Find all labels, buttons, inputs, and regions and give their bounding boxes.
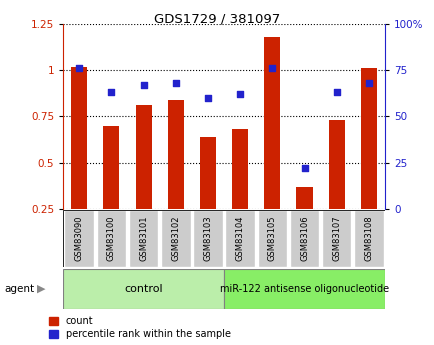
Bar <box>168 100 184 209</box>
Bar <box>193 210 222 267</box>
Text: GSM83108: GSM83108 <box>364 215 372 260</box>
Bar <box>321 210 351 267</box>
Text: agent: agent <box>4 284 34 294</box>
Point <box>204 95 211 101</box>
Bar <box>71 67 87 209</box>
Point <box>268 66 275 71</box>
Point <box>172 80 179 86</box>
Point <box>365 80 372 86</box>
Legend: count, percentile rank within the sample: count, percentile rank within the sample <box>48 315 231 340</box>
Bar <box>103 126 119 209</box>
Text: GSM83107: GSM83107 <box>332 215 340 260</box>
Bar <box>225 210 254 267</box>
Bar <box>64 210 94 267</box>
Text: GSM83104: GSM83104 <box>235 215 244 260</box>
Text: GSM83102: GSM83102 <box>171 215 180 260</box>
Bar <box>96 210 126 267</box>
Text: miR-122 antisense oligonucleotide: miR-122 antisense oligonucleotide <box>220 284 388 294</box>
Bar <box>360 68 376 209</box>
Text: GSM83090: GSM83090 <box>75 215 83 260</box>
Text: GSM83101: GSM83101 <box>139 215 148 260</box>
Text: GSM83106: GSM83106 <box>299 215 308 260</box>
Bar <box>128 210 158 267</box>
Text: GSM83105: GSM83105 <box>267 215 276 260</box>
Bar <box>289 210 319 267</box>
Text: GSM83100: GSM83100 <box>107 215 115 260</box>
Bar <box>135 105 151 209</box>
Point <box>300 165 307 171</box>
Bar <box>224 269 384 309</box>
Bar <box>296 187 312 209</box>
Bar <box>257 210 286 267</box>
Bar <box>232 129 248 209</box>
Text: control: control <box>124 284 162 294</box>
Bar <box>200 137 216 209</box>
Bar <box>264 37 280 209</box>
Bar <box>328 120 344 209</box>
Point <box>108 90 115 95</box>
Bar <box>161 210 190 267</box>
Point <box>140 82 147 88</box>
Text: GDS1729 / 381097: GDS1729 / 381097 <box>154 12 280 25</box>
Point <box>332 90 339 95</box>
Text: ▶: ▶ <box>37 284 46 294</box>
Point <box>76 66 82 71</box>
Bar <box>353 210 383 267</box>
Bar <box>63 269 224 309</box>
Text: GSM83103: GSM83103 <box>203 215 212 260</box>
Point <box>236 91 243 97</box>
